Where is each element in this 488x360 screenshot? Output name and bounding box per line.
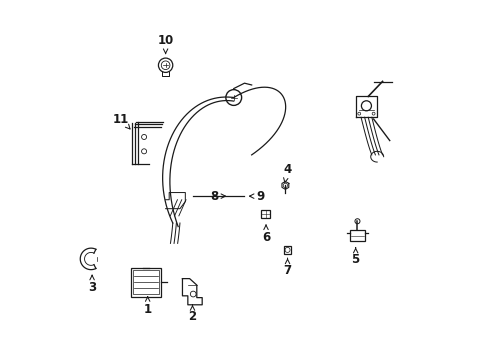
- Text: 10: 10: [157, 34, 173, 53]
- Text: 2: 2: [188, 305, 196, 324]
- Text: 11: 11: [112, 113, 130, 129]
- Bar: [283, 246, 291, 254]
- Text: 6: 6: [262, 225, 269, 244]
- Text: 9: 9: [249, 190, 264, 203]
- Bar: [133, 270, 159, 294]
- Text: 1: 1: [143, 297, 151, 316]
- Text: 4: 4: [283, 163, 291, 183]
- Text: 3: 3: [88, 275, 96, 294]
- Text: 5: 5: [351, 248, 359, 266]
- Text: 8: 8: [209, 190, 225, 203]
- Bar: [130, 268, 161, 297]
- Text: 7: 7: [283, 258, 291, 277]
- Bar: [349, 230, 364, 241]
- Bar: [261, 210, 269, 218]
